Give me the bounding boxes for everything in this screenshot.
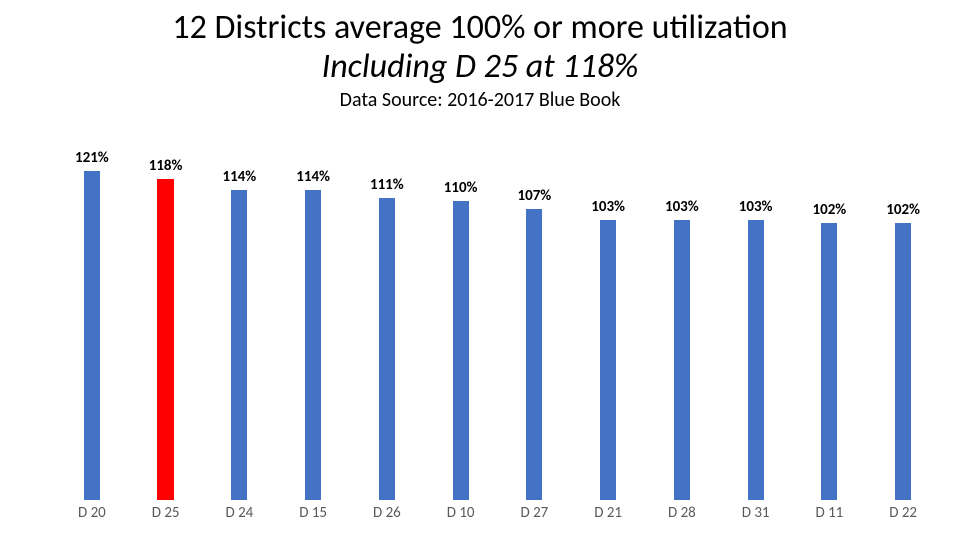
x-axis-label: D 24 xyxy=(203,500,277,530)
bar-value-label: 102% xyxy=(793,201,867,219)
bar xyxy=(821,223,837,500)
bar-value-label: 111% xyxy=(350,176,424,194)
bar-slot: 114% xyxy=(202,160,276,500)
bar xyxy=(748,220,764,500)
bar-value-label: 110% xyxy=(424,179,498,197)
bar xyxy=(84,171,100,500)
x-axis-label: D 22 xyxy=(866,500,940,530)
plot-area: 121%118%114%114%111%110%107%103%103%103%… xyxy=(55,160,940,500)
chart-title-source: Data Source: 2016-2017 Blue Book xyxy=(0,88,960,112)
bar xyxy=(157,179,173,500)
bar-value-label: 103% xyxy=(719,198,793,216)
bar-value-label: 103% xyxy=(571,198,645,216)
title-block: 12 Districts average 100% or more utiliz… xyxy=(0,0,960,112)
bar-chart: 121%118%114%114%111%110%107%103%103%103%… xyxy=(55,160,940,530)
bar-value-label: 107% xyxy=(498,187,572,205)
bar-value-label: 121% xyxy=(55,149,129,167)
bar xyxy=(895,223,911,500)
bar-slot: 102% xyxy=(793,160,867,500)
bar-slot: 114% xyxy=(276,160,350,500)
chart-title-sub: Including D 25 at 118% xyxy=(0,47,960,86)
bar-slot: 102% xyxy=(866,160,940,500)
x-axis-label: D 31 xyxy=(719,500,793,530)
x-axis-label: D 28 xyxy=(645,500,719,530)
bar xyxy=(453,201,469,500)
bar xyxy=(305,190,321,500)
bar-slot: 121% xyxy=(55,160,129,500)
x-axis-label: D 25 xyxy=(129,500,203,530)
slide: 12 Districts average 100% or more utiliz… xyxy=(0,0,960,540)
x-axis-label: D 15 xyxy=(276,500,350,530)
x-axis-label: D 20 xyxy=(55,500,129,530)
bar-slot: 103% xyxy=(719,160,793,500)
bar xyxy=(526,209,542,500)
bar-slot: 110% xyxy=(424,160,498,500)
bar xyxy=(674,220,690,500)
bar-slot: 118% xyxy=(129,160,203,500)
bar-slot: 111% xyxy=(350,160,424,500)
x-axis-label: D 21 xyxy=(571,500,645,530)
x-axis-label: D 27 xyxy=(498,500,572,530)
x-axis-labels: D 20D 25D 24D 15D 26D 10D 27D 21D 28D 31… xyxy=(55,500,940,530)
bar-slot: 103% xyxy=(571,160,645,500)
bar-slot: 103% xyxy=(645,160,719,500)
bar xyxy=(379,198,395,500)
bar-value-label: 114% xyxy=(202,168,276,186)
bar xyxy=(231,190,247,500)
bar-value-label: 114% xyxy=(276,168,350,186)
bar-value-label: 103% xyxy=(645,198,719,216)
x-axis-label: D 10 xyxy=(424,500,498,530)
bar xyxy=(600,220,616,500)
bar-value-label: 118% xyxy=(129,157,203,175)
x-axis-label: D 26 xyxy=(350,500,424,530)
bar-value-label: 102% xyxy=(866,201,940,219)
x-axis-label: D 11 xyxy=(793,500,867,530)
chart-title-main: 12 Districts average 100% or more utiliz… xyxy=(0,8,960,47)
bar-slot: 107% xyxy=(498,160,572,500)
